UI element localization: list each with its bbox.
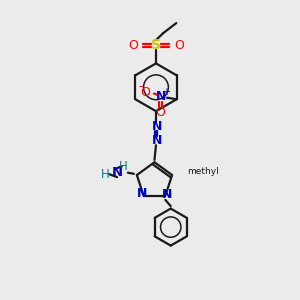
Text: N: N <box>162 188 172 201</box>
Text: methyl: methyl <box>188 167 219 176</box>
Text: O: O <box>174 39 184 52</box>
Text: N: N <box>136 188 147 200</box>
Text: N: N <box>152 120 162 133</box>
Text: H: H <box>119 160 128 173</box>
Text: O: O <box>141 86 151 99</box>
Text: -: - <box>138 80 142 94</box>
Text: N: N <box>152 134 162 147</box>
Text: H: H <box>101 168 110 181</box>
Text: N: N <box>156 90 166 103</box>
Text: O: O <box>128 39 138 52</box>
Text: +: + <box>162 87 170 97</box>
Text: O: O <box>156 106 166 118</box>
Text: N: N <box>112 166 123 179</box>
Text: S: S <box>151 38 161 52</box>
